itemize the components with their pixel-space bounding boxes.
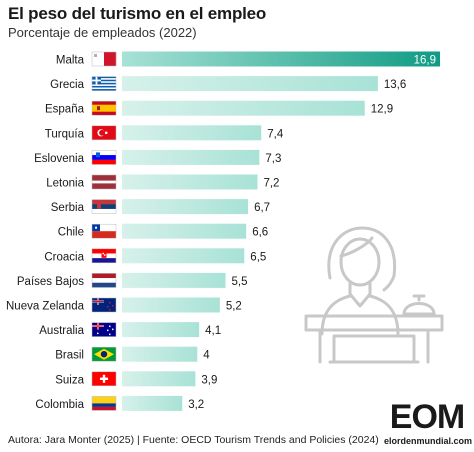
value-label: 6,5 bbox=[250, 251, 266, 263]
spain-flag bbox=[91, 100, 117, 116]
bar bbox=[122, 100, 365, 116]
receptionist-illustration-icon bbox=[304, 226, 444, 364]
latvia-flag bbox=[91, 174, 117, 190]
bar bbox=[122, 51, 440, 67]
value-label: 4,1 bbox=[205, 325, 221, 337]
croatia-flag bbox=[91, 248, 117, 264]
value-label: 7,4 bbox=[267, 128, 284, 140]
category-label: Nueva Zelanda bbox=[6, 301, 85, 313]
bar-chart: Malta 16,9 Grecia 13,6 España 12,9 Turquía 7,4 E… bbox=[6, 51, 440, 411]
bar bbox=[122, 346, 198, 362]
category-label: Brasil bbox=[55, 350, 84, 362]
bar bbox=[122, 223, 247, 239]
value-label: 5,2 bbox=[226, 301, 242, 313]
slovenia-flag bbox=[91, 150, 117, 165]
category-label: Croacia bbox=[44, 251, 84, 263]
value-label: 4 bbox=[203, 350, 210, 362]
bar bbox=[122, 371, 196, 387]
bar bbox=[122, 125, 262, 141]
footer-credits: Autora: Jara Monter (2025) | Fuente: OEC… bbox=[8, 434, 379, 446]
value-label: 12,9 bbox=[371, 104, 393, 116]
value-label: 6,7 bbox=[254, 202, 270, 214]
chart-subtitle: Porcentaje de empleados (2022) bbox=[8, 25, 197, 40]
value-label: 5,5 bbox=[231, 276, 247, 288]
value-label: 6,6 bbox=[252, 227, 268, 239]
brazil-flag bbox=[91, 346, 117, 362]
chart-title: El peso del turismo en el empleo bbox=[8, 4, 267, 23]
category-label: Suiza bbox=[55, 374, 84, 386]
malta-flag bbox=[91, 51, 117, 67]
category-label: Países Bajos bbox=[17, 276, 84, 288]
value-label: 3,9 bbox=[201, 374, 217, 386]
category-label: Chile bbox=[58, 227, 84, 239]
bar bbox=[122, 76, 378, 92]
bar bbox=[122, 272, 226, 288]
value-label: 16,9 bbox=[414, 55, 436, 67]
colombia-flag bbox=[91, 396, 117, 411]
greece-flag bbox=[91, 76, 117, 91]
australia-flag bbox=[91, 322, 117, 337]
chile-flag bbox=[91, 223, 117, 239]
new-zealand-flag bbox=[91, 297, 117, 313]
bar bbox=[122, 297, 220, 313]
category-label: Letonia bbox=[46, 178, 84, 190]
bar bbox=[122, 149, 260, 165]
category-label: Eslovenia bbox=[34, 153, 84, 165]
category-label: Malta bbox=[56, 55, 85, 67]
site-logo: EOM elordenmundial.com bbox=[384, 398, 473, 448]
bar bbox=[122, 248, 245, 264]
value-label: 13,6 bbox=[384, 79, 406, 91]
category-label: Serbia bbox=[51, 202, 85, 214]
serbia-flag bbox=[91, 199, 117, 214]
bar bbox=[122, 395, 183, 411]
logo-site: elordenmundial.com bbox=[384, 436, 473, 446]
value-label: 7,2 bbox=[263, 178, 279, 190]
logo-mark: EOM bbox=[389, 398, 465, 436]
switzerland-flag bbox=[91, 371, 117, 387]
bar bbox=[122, 199, 249, 215]
turkey-flag bbox=[91, 125, 117, 141]
category-label: Australia bbox=[39, 325, 84, 337]
value-label: 3,2 bbox=[188, 399, 204, 411]
category-label: Turquía bbox=[45, 128, 85, 140]
category-label: Colombia bbox=[35, 399, 84, 411]
category-label: Grecia bbox=[50, 79, 84, 91]
bar bbox=[122, 322, 200, 338]
category-label: España bbox=[45, 104, 85, 116]
bar bbox=[122, 174, 258, 190]
value-label: 7,3 bbox=[265, 153, 281, 165]
netherlands-flag bbox=[91, 273, 117, 288]
